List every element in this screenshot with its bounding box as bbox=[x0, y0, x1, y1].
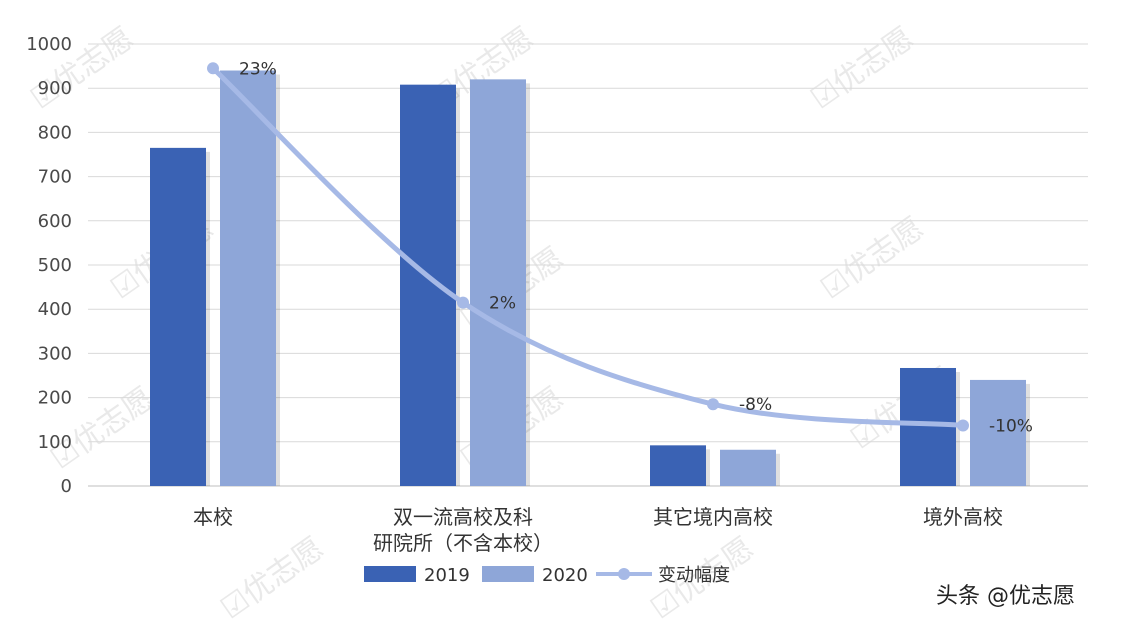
change-label: 2% bbox=[489, 294, 516, 314]
y-tick-label: 600 bbox=[38, 211, 72, 232]
y-axis-ticks: 0 100 200 300 400 500 600 700 800 900 1000 bbox=[26, 34, 72, 497]
y-tick-label: 0 bbox=[61, 476, 72, 497]
legend-swatch-2020 bbox=[482, 566, 534, 582]
watermark-text: ☑优志愿 bbox=[815, 211, 931, 307]
credit-text: 头条 @优志愿 bbox=[936, 584, 1075, 609]
legend-label-2019: 2019 bbox=[424, 565, 470, 586]
category-label: 双一流高校及科 bbox=[393, 505, 533, 529]
y-tick-label: 300 bbox=[38, 343, 72, 364]
category-label: 本校 bbox=[193, 505, 233, 529]
bars bbox=[150, 70, 1030, 487]
category-label: 研院所（不含本校） bbox=[373, 531, 553, 555]
y-tick-label: 100 bbox=[38, 432, 72, 453]
bar-2020 bbox=[470, 79, 526, 487]
y-tick-label: 500 bbox=[38, 255, 72, 276]
legend-label-line: 变动幅度 bbox=[658, 565, 730, 586]
legend: 2019 2020 变动幅度 bbox=[364, 565, 730, 586]
watermark-text: ☑优志愿 bbox=[805, 21, 921, 117]
y-tick-label: 900 bbox=[38, 78, 72, 99]
change-point bbox=[707, 398, 719, 411]
change-label: -10% bbox=[989, 416, 1033, 436]
legend-swatch-2019 bbox=[364, 566, 416, 582]
legend-line-marker bbox=[618, 568, 630, 580]
bar-2020 bbox=[720, 449, 776, 486]
change-point bbox=[957, 419, 969, 432]
y-tick-label: 200 bbox=[38, 388, 72, 409]
y-tick-label: 1000 bbox=[26, 34, 72, 55]
bar-2019 bbox=[400, 84, 456, 486]
bar-2019 bbox=[150, 147, 206, 486]
legend-label-2020: 2020 bbox=[542, 565, 588, 586]
y-tick-label: 400 bbox=[38, 299, 72, 320]
change-label: -8% bbox=[739, 395, 772, 415]
y-tick-label: 800 bbox=[38, 122, 72, 143]
category-label: 其它境内高校 bbox=[653, 505, 773, 529]
change-line: 23% 2% -8% -10% bbox=[207, 59, 1033, 436]
change-line-path bbox=[210, 65, 966, 428]
bar-2020 bbox=[220, 70, 276, 487]
change-point bbox=[207, 62, 219, 75]
bar-2019 bbox=[650, 445, 706, 486]
y-tick-label: 700 bbox=[38, 167, 72, 188]
change-label: 23% bbox=[239, 59, 277, 79]
category-label: 境外高校 bbox=[923, 505, 1003, 529]
watermark-text: ☑优志愿 bbox=[215, 531, 331, 626]
bar-2020 bbox=[970, 379, 1026, 486]
change-point bbox=[457, 296, 469, 309]
